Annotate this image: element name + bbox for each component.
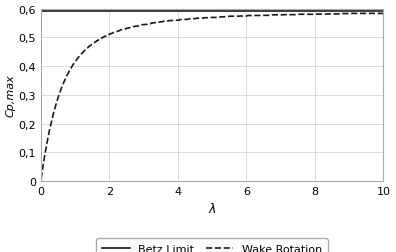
Y-axis label: Cp,max: Cp,max (6, 74, 15, 117)
Betz Limit (73, 10, 78, 13)
X-axis label: λ: λ (208, 202, 216, 215)
Betz Limit (38, 10, 43, 13)
Legend: Betz Limit, Wake Rotation: Betz Limit, Wake Rotation (96, 239, 328, 252)
Wake Rotation (100, 37, 105, 40)
Wake Rotation (70, 66, 74, 69)
Wake Rotation (246, 15, 250, 18)
Wake Rotation (57, 92, 62, 96)
Wake Rotation (199, 18, 204, 21)
Wake Rotation (381, 13, 386, 16)
Line: Wake Rotation: Wake Rotation (41, 14, 383, 179)
Wake Rotation (39, 177, 44, 180)
Wake Rotation (348, 13, 353, 16)
Wake Rotation (156, 21, 160, 24)
